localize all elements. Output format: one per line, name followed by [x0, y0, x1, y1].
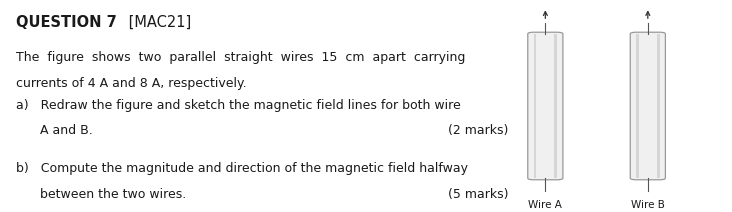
Bar	[657, 34, 660, 178]
Bar	[554, 34, 557, 178]
Text: (5 marks): (5 marks)	[448, 188, 509, 201]
Text: b)   Compute the magnitude and direction of the magnetic field halfway: b) Compute the magnitude and direction o…	[16, 162, 468, 175]
Text: a)   Redraw the figure and sketch the magnetic field lines for both wire: a) Redraw the figure and sketch the magn…	[16, 99, 461, 112]
Text: Wire A: Wire A	[529, 200, 562, 210]
Text: The  figure  shows  two  parallel  straight  wires  15  cm  apart  carrying: The figure shows two parallel straight w…	[16, 51, 466, 64]
Text: Wire B: Wire B	[631, 200, 665, 210]
Text: currents of 4 A and 8 A, respectively.: currents of 4 A and 8 A, respectively.	[16, 77, 247, 90]
FancyBboxPatch shape	[630, 32, 665, 180]
Bar	[636, 34, 639, 178]
Bar	[534, 34, 537, 178]
Text: QUESTION 7: QUESTION 7	[16, 15, 117, 30]
FancyBboxPatch shape	[528, 32, 563, 180]
Text: [MAC21]: [MAC21]	[124, 15, 192, 30]
Text: between the two wires.: between the two wires.	[16, 188, 187, 201]
Text: A and B.: A and B.	[16, 124, 93, 137]
Text: (2 marks): (2 marks)	[449, 124, 509, 137]
